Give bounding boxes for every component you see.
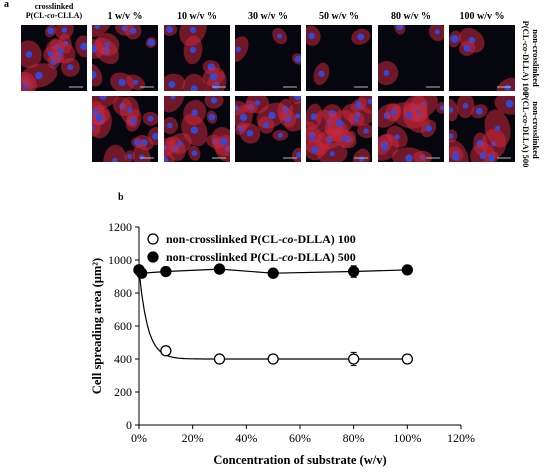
series-1-point: [267, 267, 279, 279]
micrograph-row2-col2: [164, 96, 230, 162]
x-axis-label: Concentration of substrate (w/v): [213, 453, 386, 467]
x-tick-label: 100%: [393, 431, 421, 445]
micrograph-row2-col5: [378, 96, 444, 162]
x-tick-label: 120%: [447, 431, 475, 445]
x-tick-label: 20%: [182, 431, 204, 445]
series-0-point: [401, 353, 413, 365]
legend-marker-0: [147, 233, 159, 245]
legend-label-0: non-crosslinked P(CL-co-DLLA) 100: [166, 232, 356, 246]
panel-a-label: a: [4, 0, 9, 10]
legend-marker-1: [147, 251, 159, 263]
y-tick-label: 200: [114, 385, 132, 399]
micrograph-row1-col3: [235, 25, 301, 91]
column-header-1: 1 w/v %: [107, 11, 143, 22]
series-1-point: [401, 264, 413, 276]
series-1-point: [348, 265, 360, 278]
micrograph-row2-col3: [235, 96, 301, 162]
column-header-0: crosslinked P(CL-co-CLLA): [25, 2, 83, 20]
micrograph-row2-col6: [449, 96, 515, 162]
column-header-3: 30 w/v %: [248, 11, 288, 22]
series-0-point: [348, 353, 360, 365]
micrograph-row2-col1: [92, 96, 158, 162]
row-header-1: non-crosslinked P(CL-co-DLLA) 500: [521, 92, 541, 168]
x-tick-label: 40%: [235, 431, 257, 445]
y-tick-label: 400: [114, 352, 132, 366]
series-0-point: [267, 353, 279, 365]
series-0-curve: [138, 269, 408, 360]
row-header-0: non-crosslinked P(CL-co-DLLA) 100: [521, 20, 541, 96]
micrograph-row1-col0: [21, 25, 87, 91]
series-1-point: [213, 263, 226, 275]
panel-b-label: b: [118, 192, 124, 203]
series-0-point: [133, 264, 145, 276]
legend-label-1: non-crosslinked P(CL-co-DLLA) 500: [166, 250, 356, 264]
series-1-point: [160, 265, 172, 278]
micrograph-row1-col5: [378, 25, 444, 91]
series-1-point: [133, 264, 145, 276]
y-tick-label: 1000: [108, 253, 132, 267]
column-header-2: 10 w/v %: [177, 11, 217, 22]
x-tick-label: 0%: [131, 431, 147, 445]
micrograph-row1-col2: [164, 25, 230, 91]
micrograph-row1-col6: [449, 25, 515, 91]
micrograph-row1-col4: [306, 25, 372, 91]
x-tick-label: 80%: [343, 431, 365, 445]
series-0-point: [160, 345, 172, 357]
y-tick-label: 0: [126, 418, 132, 432]
y-tick-label: 1200: [108, 220, 132, 234]
series-0-point: [213, 353, 226, 365]
micrograph-row2-col4: [306, 96, 372, 162]
micrograph-row1-col1: [92, 25, 158, 91]
y-tick-label: 800: [114, 286, 132, 300]
column-header-4: 50 w/v %: [319, 11, 359, 22]
column-header-5: 80 w/v %: [391, 11, 431, 22]
y-tick-label: 600: [114, 319, 132, 333]
column-header-6: 100 w/v %: [459, 11, 505, 22]
y-axis-label: Cell spreading area (μm²): [90, 258, 104, 394]
series-1-line: [138, 268, 408, 274]
x-tick-label: 60%: [289, 431, 311, 445]
series-1-point: [136, 267, 148, 279]
